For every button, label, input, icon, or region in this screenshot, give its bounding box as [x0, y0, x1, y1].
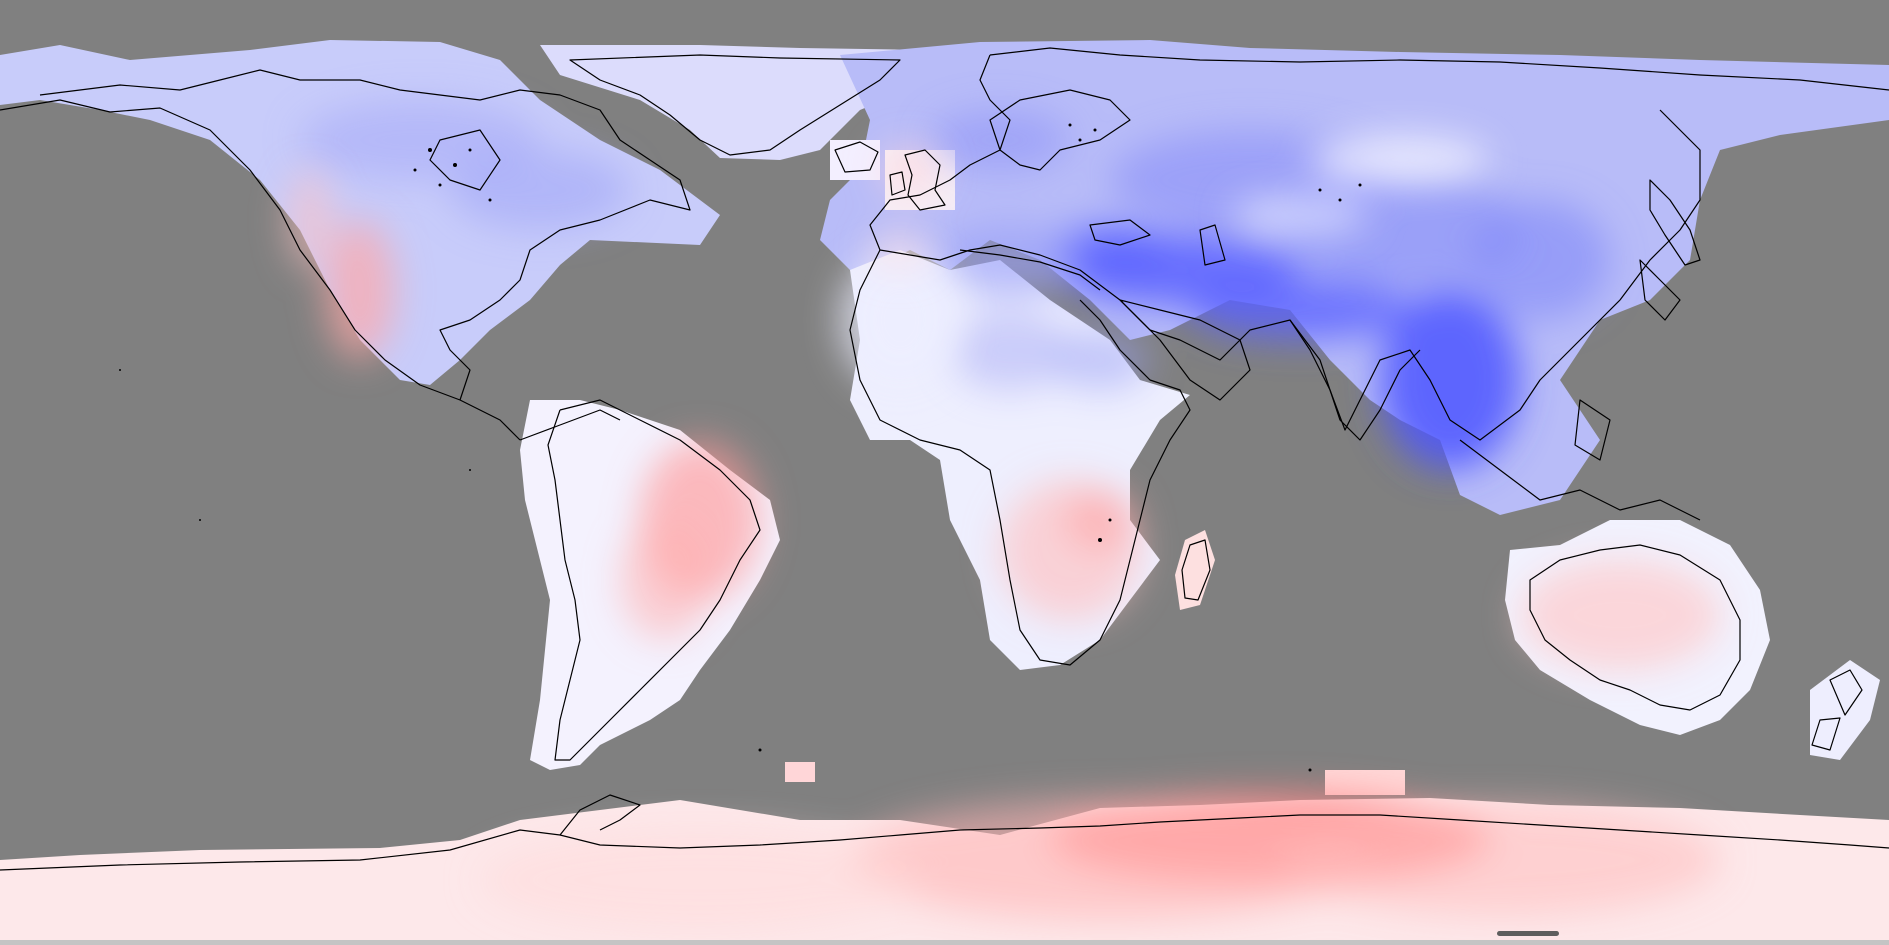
anomaly-field-white — [840, 135, 1490, 390]
land-north-america — [0, 40, 720, 385]
land-iceland — [830, 140, 880, 180]
lake-dots — [119, 123, 1362, 772]
land-madagascar — [1175, 530, 1215, 610]
scroll-thumb[interactable] — [1497, 931, 1559, 936]
bottom-scroll-track[interactable] — [0, 940, 1889, 945]
anomaly-field-blue — [300, 100, 1610, 470]
coastlines — [0, 47, 1889, 871]
land-new-zealand — [1810, 660, 1880, 760]
land-antarctic-island — [1325, 770, 1405, 795]
land-greenland — [540, 45, 930, 160]
land-falklands — [785, 762, 815, 782]
